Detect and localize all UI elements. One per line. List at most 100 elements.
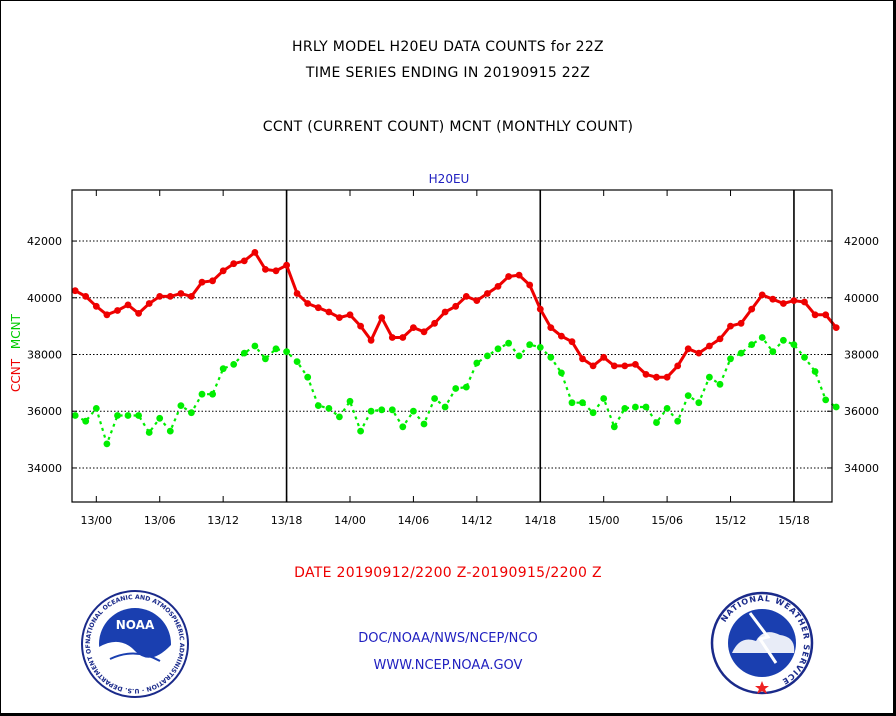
x-tick-label: 13/06 <box>144 514 176 527</box>
data-point-ccnt <box>536 305 544 313</box>
data-point-ccnt <box>262 266 269 273</box>
data-point-mcnt <box>262 355 269 363</box>
data-point-mcnt <box>82 417 90 425</box>
data-point-mcnt <box>367 407 375 415</box>
data-point-ccnt <box>114 307 121 314</box>
data-point-mcnt <box>547 353 555 361</box>
data-point-mcnt <box>336 413 343 421</box>
data-point-ccnt <box>706 342 713 350</box>
data-point-mcnt <box>441 403 449 411</box>
noaa-logo[interactable]: NATIONAL OCEANIC AND ATMOSPHERIC ADMINIS… <box>80 589 190 699</box>
data-point-mcnt <box>103 440 111 448</box>
data-point-mcnt <box>251 342 259 350</box>
data-point-mcnt <box>166 427 174 435</box>
data-point-mcnt <box>716 380 724 388</box>
data-point-ccnt <box>600 353 608 361</box>
data-point-mcnt <box>473 359 481 367</box>
x-tick-label: 15/18 <box>778 514 810 527</box>
y-tick-label-right: 34000 <box>844 462 879 475</box>
data-point-mcnt <box>526 341 534 348</box>
data-point-ccnt <box>103 311 111 319</box>
data-point-mcnt <box>124 412 132 419</box>
y-tick-label-left: 38000 <box>27 349 62 362</box>
data-point-ccnt <box>663 373 671 381</box>
data-point-ccnt <box>441 308 449 316</box>
data-point-ccnt <box>145 300 153 307</box>
data-point-ccnt <box>378 314 386 321</box>
data-point-mcnt <box>420 420 428 428</box>
data-point-mcnt <box>388 406 396 414</box>
x-tick-label: 14/18 <box>524 514 556 527</box>
data-point-ccnt <box>156 293 164 300</box>
data-point-ccnt <box>758 291 766 299</box>
data-point-mcnt <box>145 429 153 436</box>
data-point-mcnt <box>663 405 671 412</box>
data-point-mcnt <box>230 361 238 368</box>
data-point-ccnt <box>251 249 259 256</box>
data-point-ccnt <box>135 310 143 317</box>
data-point-ccnt <box>410 324 417 331</box>
data-point-ccnt <box>82 293 90 300</box>
chart-title-line2: TIME SERIES ENDING IN 20190915 22Z <box>305 65 591 81</box>
data-point-mcnt <box>515 352 523 360</box>
data-point-ccnt <box>219 267 227 275</box>
data-point-ccnt <box>283 261 290 269</box>
data-point-mcnt <box>632 403 639 411</box>
data-point-mcnt <box>188 409 195 417</box>
data-point-ccnt <box>568 338 576 346</box>
data-point-mcnt <box>346 397 354 405</box>
y-tick-label-left: 40000 <box>27 292 62 305</box>
data-point-mcnt <box>325 405 333 412</box>
data-point-ccnt <box>737 319 745 327</box>
data-point-mcnt <box>156 414 164 422</box>
data-point-ccnt <box>547 324 555 331</box>
data-point-mcnt <box>177 402 185 409</box>
nws-logo[interactable]: NATIONAL WEATHER SERVICE <box>710 591 814 695</box>
website-link[interactable]: WWW.NCEP.NOAA.GOV <box>373 658 523 673</box>
data-point-mcnt <box>822 396 830 404</box>
data-point-mcnt <box>653 419 660 426</box>
data-point-mcnt <box>399 423 407 431</box>
panel-label: H20EU <box>429 172 470 186</box>
tick-layer: 34000 34000 36000 36000 38000 38000 40000 40000… <box>27 190 879 527</box>
noaa-logo-text: NOAA <box>116 618 155 632</box>
data-point-mcnt <box>600 395 608 402</box>
data-point-ccnt <box>71 287 79 295</box>
data-point-ccnt <box>484 290 491 297</box>
y-tick-label-left: 42000 <box>27 235 62 248</box>
data-point-ccnt <box>790 297 798 304</box>
date-range: DATE 20190912/2200 Z-20190915/2200 Z <box>294 565 602 581</box>
data-point-mcnt <box>272 345 280 353</box>
data-point-mcnt <box>769 348 777 356</box>
data-point-mcnt <box>780 336 787 344</box>
data-point-mcnt <box>579 399 586 407</box>
data-point-mcnt <box>790 341 798 348</box>
data-point-ccnt <box>325 308 333 316</box>
org-link[interactable]: DOC/NOAA/NWS/NCEP/NCO <box>358 631 538 646</box>
data-point-ccnt <box>558 332 565 340</box>
data-point-ccnt <box>526 281 534 289</box>
data-point-mcnt <box>357 427 364 435</box>
data-point-ccnt <box>166 293 174 300</box>
data-point-mcnt <box>283 348 290 356</box>
data-point-mcnt <box>219 365 227 373</box>
data-point-ccnt <box>92 302 100 310</box>
data-point-ccnt <box>832 324 840 331</box>
y-tick-label-left: 34000 <box>27 462 62 475</box>
x-tick-label: 14/06 <box>398 514 430 527</box>
data-point-mcnt <box>737 349 745 357</box>
data-point-ccnt <box>462 293 470 300</box>
y-axis-label-mcnt: MCNT <box>9 313 23 349</box>
data-point-mcnt <box>621 405 629 412</box>
data-point-mcnt <box>410 407 417 415</box>
data-point-ccnt <box>452 302 460 310</box>
x-tick-label: 15/12 <box>715 514 747 527</box>
x-tick-label: 15/00 <box>588 514 620 527</box>
data-point-ccnt <box>431 319 438 327</box>
data-point-mcnt <box>71 412 79 419</box>
y-tick-label-right: 40000 <box>844 292 879 305</box>
data-point-ccnt <box>293 290 301 297</box>
data-point-ccnt <box>230 260 238 268</box>
series-line-ccnt <box>74 250 838 379</box>
data-point-ccnt <box>653 373 660 381</box>
